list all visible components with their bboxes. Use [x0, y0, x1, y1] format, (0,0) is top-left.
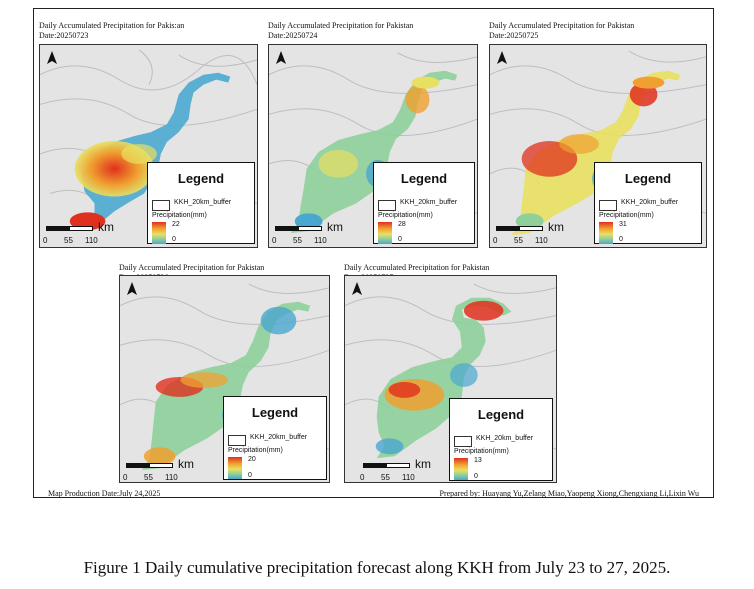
scale-bar: km 0 55 110	[122, 457, 212, 482]
legend-min: 0	[172, 236, 176, 243]
scale-unit: km	[178, 457, 194, 471]
scale-bar-graphic	[126, 463, 173, 468]
color-ramp	[228, 457, 242, 479]
buffer-swatch	[152, 200, 170, 211]
north-arrow-icon	[497, 51, 507, 64]
precip-label: Precipitation(mm)	[228, 447, 283, 454]
kkh-buffer-region	[511, 70, 681, 236]
scale-tick-55: 55	[64, 236, 73, 245]
legend-min: 0	[619, 236, 623, 243]
north-arrow-icon	[127, 282, 137, 295]
north-arrow-icon	[352, 282, 362, 295]
legend-min: 0	[248, 472, 252, 479]
map-panel-20250723: km 0 55 110 Legend KKH_20km_buffer Preci…	[39, 44, 258, 248]
legend-max: 22	[172, 221, 180, 228]
scale-bar: km 0 55 110	[492, 220, 582, 247]
panel-title-2: Daily Accumulated Precipitation for Paki…	[268, 21, 413, 40]
legend-box: Legend KKH_20km_buffer Precipitation(mm)…	[223, 396, 327, 480]
scale-tick-110: 110	[85, 236, 98, 245]
scale-tick-0: 0	[360, 473, 365, 482]
prepared-by: Prepared by: Huayang Yu,Zelang Miao,Yaop…	[439, 489, 700, 498]
scale-tick-55: 55	[381, 473, 390, 482]
buffer-label: KKH_20km_buffer	[400, 199, 458, 206]
legend-max: 20	[248, 456, 256, 463]
figure-frame: Daily Accumulated Precipitation for Paki…	[33, 8, 714, 498]
scale-bar: km 0 55 110	[42, 220, 132, 247]
scale-tick-0: 0	[272, 236, 277, 245]
map-panel-20250724: km 0 55 110 Legend KKH_20km_buffer Preci…	[268, 44, 478, 248]
scale-bar-graphic	[275, 226, 322, 231]
legend-max: 13	[474, 457, 482, 464]
color-ramp	[152, 222, 166, 244]
legend-min: 0	[474, 473, 478, 480]
figure-caption: Figure 1 Daily cumulative precipitation …	[83, 558, 671, 577]
scale-bar: km 0 55 110	[359, 457, 449, 482]
legend-max: 28	[398, 221, 406, 228]
scale-bar-graphic	[363, 463, 410, 468]
scale-unit: km	[548, 220, 564, 234]
kkh-buffer-region	[141, 301, 311, 471]
scale-tick-55: 55	[144, 473, 153, 482]
map-title: Daily Accumulated Precipitation for Paki…	[119, 263, 265, 272]
legend-box: Legend KKH_20km_buffer Precipitation(mm)…	[594, 162, 702, 244]
buffer-swatch	[378, 200, 396, 211]
scale-bar-graphic	[496, 226, 543, 231]
scale-tick-110: 110	[165, 473, 178, 482]
buffer-swatch	[454, 436, 472, 447]
map-date: Date:20250725	[489, 30, 539, 40]
buffer-label: KKH_20km_buffer	[174, 199, 232, 206]
production-date: Map Production Date:July 24,2025	[48, 489, 161, 498]
legend-title: Legend	[251, 405, 299, 420]
legend-box: Legend KKH_20km_buffer Precipitation(mm)…	[373, 162, 475, 244]
legend-title: Legend	[477, 407, 525, 422]
precip-label: Precipitation(mm)	[378, 212, 433, 219]
scale-tick-55: 55	[293, 236, 302, 245]
legend-box: Legend KKH_20km_buffer Precipitation(mm)…	[449, 398, 553, 481]
scale-tick-110: 110	[402, 473, 415, 482]
legend-max: 31	[619, 221, 627, 228]
legend-title: Legend	[400, 171, 448, 186]
legend-box: Legend KKH_20km_buffer Precipitation(mm)…	[147, 162, 255, 244]
scale-tick-55: 55	[514, 236, 523, 245]
buffer-label: KKH_20km_buffer	[250, 434, 308, 441]
scale-tick-0: 0	[43, 236, 48, 245]
map-panel-20250725: km 0 55 110 Legend KKH_20km_buffer Preci…	[489, 44, 707, 248]
buffer-label: KKH_20km_buffer	[476, 435, 534, 442]
scale-tick-110: 110	[314, 236, 327, 245]
map-title: Daily Accumulated Precipitation for Paki…	[268, 21, 414, 30]
legend-title: Legend	[624, 171, 672, 186]
scale-tick-0: 0	[123, 473, 128, 482]
precip-label: Precipitation(mm)	[599, 212, 654, 219]
legend-title: Legend	[177, 171, 225, 186]
north-arrow-icon	[276, 51, 286, 64]
scale-unit: km	[415, 457, 431, 471]
map-title: Daily Accumulated Precipitation for Paki…	[39, 21, 185, 30]
panel-title-1: Daily Accumulated Precipitation for Paki…	[39, 21, 184, 40]
legend-min: 0	[398, 236, 402, 243]
map-panel-20250726: km 0 55 110 Legend KKH_20km_buffer Preci…	[119, 275, 330, 483]
precip-label: Precipitation(mm)	[454, 448, 509, 455]
map-date: Date:20250724	[268, 30, 318, 40]
map-panel-20250727: km 0 55 110 Legend KKH_20km_buffer Preci…	[344, 275, 557, 483]
scale-bar: km 0 55 110	[271, 220, 361, 247]
scale-bar-graphic	[46, 226, 93, 231]
panel-title-3: Daily Accumulated Precipitation for Paki…	[489, 21, 634, 40]
north-arrow-icon	[47, 51, 57, 64]
scale-unit: km	[98, 220, 114, 234]
scale-tick-110: 110	[535, 236, 548, 245]
color-ramp	[454, 458, 468, 480]
precip-label: Precipitation(mm)	[152, 212, 207, 219]
map-title: Daily Accumulated Precipitation for Paki…	[344, 263, 490, 272]
buffer-swatch	[228, 435, 246, 446]
scale-unit: km	[327, 220, 343, 234]
buffer-swatch	[599, 200, 617, 211]
map-date: Date:20250723	[39, 30, 89, 40]
color-ramp	[599, 222, 613, 244]
color-ramp	[378, 222, 392, 244]
map-title: Daily Accumulated Precipitation for Paki…	[489, 21, 635, 30]
buffer-label: KKH_20km_buffer	[621, 199, 679, 206]
scale-tick-0: 0	[493, 236, 498, 245]
kkh-buffer-region	[376, 297, 512, 459]
